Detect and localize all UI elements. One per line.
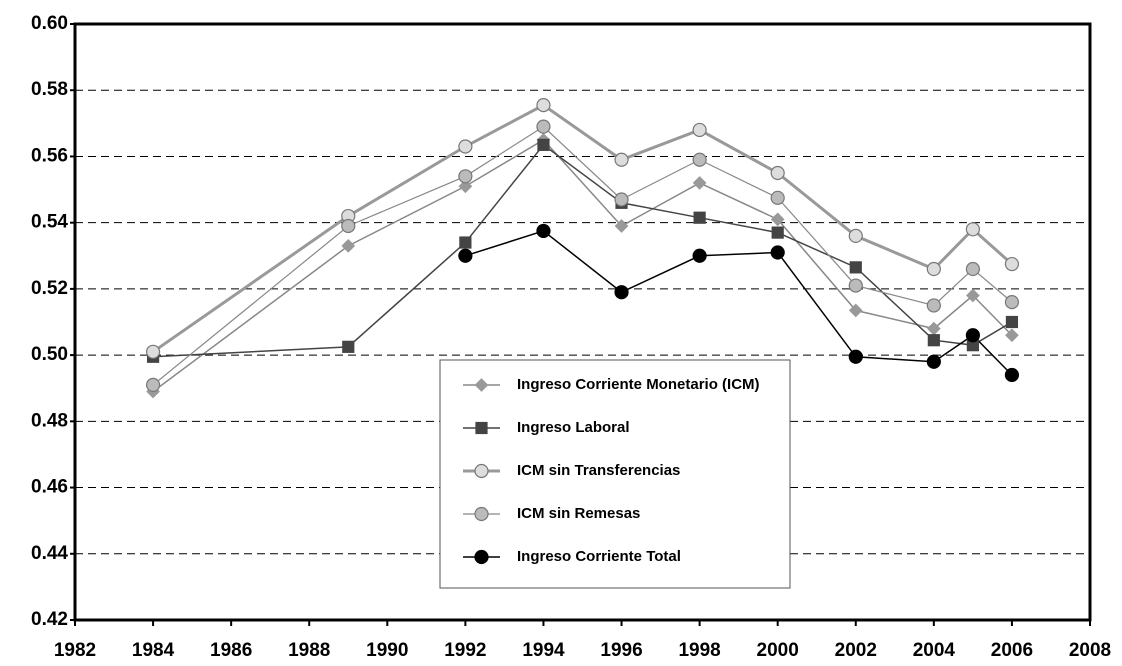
y-tick-label: 0.50 [31,344,68,365]
marker [926,298,941,313]
marker [537,138,550,151]
y-tick-label: 0.46 [31,477,68,498]
marker [614,219,629,233]
legend-entry: ICM sin Remesas [463,505,640,522]
marker [1005,315,1019,329]
marker [848,349,863,364]
y-tick-label: 0.56 [31,145,68,166]
marker [458,179,473,194]
x-tick-label: 1990 [366,640,408,661]
y-tick-label: 0.44 [31,543,68,564]
x-tick-label: 2002 [835,640,877,661]
marker [770,245,785,260]
legend-entry: Ingreso Corriente Total [463,548,681,565]
marker [458,169,473,184]
marker [926,354,941,369]
legend-entry: ICM sin Transferencias [463,462,680,479]
legend: Ingreso Corriente Monetario (ICM) Ingreso… [439,359,791,589]
marker [145,377,161,393]
marker [474,506,489,522]
marker [1004,295,1020,310]
marker [474,549,489,565]
legend-label: ICM sin Transferencias [517,462,680,479]
marker [848,228,863,244]
marker [536,119,551,134]
marker [1004,256,1020,272]
y-tick-label: 0.54 [31,212,68,233]
legend-label: Ingreso Corriente Monetario (ICM) [517,376,760,393]
y-tick-label: 0.60 [31,13,68,34]
marker [771,226,784,239]
x-tick-label: 2008 [1069,640,1111,661]
marker [849,261,862,274]
marker [927,334,940,347]
marker [474,463,489,479]
x-tick-label: 2004 [913,640,956,661]
y-tick-label: 0.58 [31,79,68,100]
marker [342,340,355,353]
x-tick-label: 1994 [522,640,565,661]
x-tick-label: 1988 [288,640,330,661]
x-tick-label: 1984 [132,640,175,661]
marker [475,421,488,435]
x-tick-label: 1992 [444,640,486,661]
legend-entry: Ingreso Corriente Monetario (ICM) [463,376,760,393]
marker [1004,367,1020,383]
marker [145,344,161,359]
marker [692,122,707,138]
x-tick-label: 1986 [210,640,252,661]
marker [965,261,980,277]
marker [965,222,980,237]
x-tick-label: 1982 [54,640,96,661]
marker [536,223,551,239]
marker [692,176,707,190]
marker [1005,328,1019,343]
marker [770,165,785,181]
legend-label: Ingreso Corriente Total [517,548,681,565]
y-tick-label: 0.42 [31,609,68,630]
marker [692,248,707,263]
y-tick-label: 0.52 [31,278,68,299]
marker [965,328,980,343]
marker [926,261,941,277]
marker [614,152,629,167]
marker [614,285,629,300]
legend-label: Ingreso Laboral [517,419,630,436]
marker [770,212,785,227]
x-tick-label: 1996 [600,640,642,661]
marker [966,288,980,303]
marker [770,190,785,205]
y-tick-label: 0.48 [31,410,68,431]
plot-frame [73,22,1092,622]
marker [458,248,473,263]
marker [474,378,489,392]
x-tick-label: 2006 [991,640,1033,661]
marker [848,303,863,318]
marker [692,152,707,167]
marker [341,218,356,234]
legend-box [439,359,791,589]
x-tick-label: 1998 [678,640,720,661]
legend-label: ICM sin Remesas [517,505,640,522]
marker [458,139,473,154]
marker [693,211,706,224]
marker [459,236,472,249]
marker [614,192,629,207]
legend-entry: Ingreso Laboral [463,419,630,436]
x-tick-label: 2000 [757,640,799,661]
marker [848,278,863,293]
marker [341,238,356,253]
marker [536,98,551,113]
